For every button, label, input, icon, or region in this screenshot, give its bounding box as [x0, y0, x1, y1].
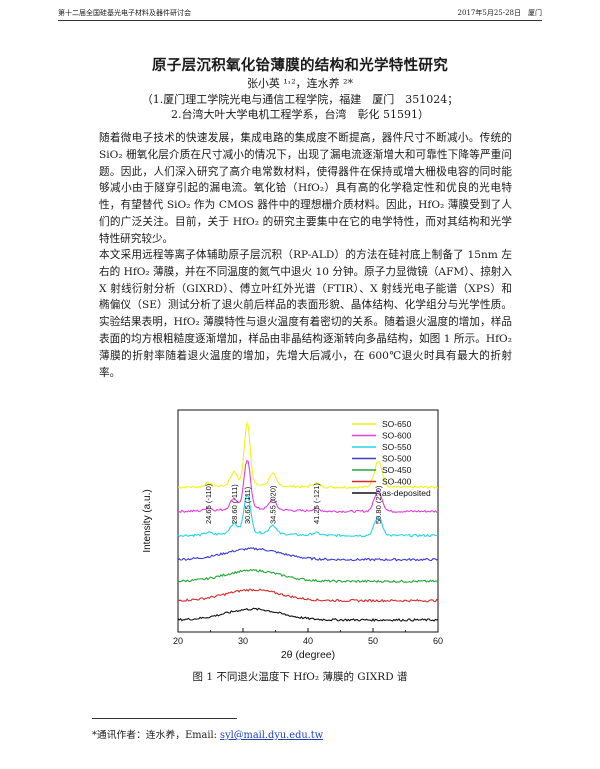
figure-caption: 图 1 不同退火温度下 HfO₂ 薄膜的 GIXRD 谱 — [192, 671, 408, 683]
x-tick-label: 60 — [433, 636, 443, 646]
legend-entry: SO-450 — [382, 465, 412, 475]
affiliation-2: 2.台湾大叶大学电机工程学系，台湾 彰化 51591） — [171, 108, 429, 121]
series-line-so-500 — [177, 547, 439, 562]
legend-entry: SO-600 — [382, 431, 412, 441]
series-line-so-400 — [177, 588, 439, 603]
running-head-date: 2017年5月25-28日 厦门 — [457, 9, 542, 17]
paper-title: 原子层沉积氧化铪薄膜的结构和光学特性研究 — [152, 57, 448, 74]
footnote-label: *通讯作者：连水养，Email: — [92, 730, 221, 741]
legend-entry: SO-650 — [382, 419, 412, 429]
series-line-so-650 — [177, 421, 438, 490]
y-axis-label: Intensity (a.u.) — [142, 489, 153, 552]
peak-label: 41.25 (-121) — [312, 483, 321, 524]
series-line-so-450 — [177, 568, 439, 584]
peak-label: 24.65 (-110) — [204, 483, 213, 524]
x-tick-label: 50 — [368, 636, 378, 646]
author-line: 张小英 ¹˒²，连水养 ²* — [246, 77, 354, 90]
peak-label: 50.80 (220) — [374, 485, 383, 524]
gixrd-chart: 24.65 (-110) 28.60 (-111) 30.65 (111) 34.55… — [142, 409, 443, 660]
series-line-so-600 — [177, 459, 439, 514]
footnote: *通讯作者：连水养，Email: syl@mail.dyu.edu.tw — [92, 727, 323, 741]
running-head-conference: 第十二届全国硅基光电子材料及器件研讨会 — [58, 9, 191, 17]
affiliation-1: （1.厦门理工学院光电与通信工程学院，福建 厦门 351024； — [141, 93, 459, 106]
x-tick-layer: 20 30 40 50 60 — [173, 628, 443, 646]
legend-entry: SO-400 — [382, 477, 412, 487]
peak-label: 28.60 (-111) — [230, 484, 239, 524]
series-line-so-550 — [177, 494, 439, 538]
peak-annotation-layer: 24.65 (-110) 28.60 (-111) 30.65 (111) 34.55… — [204, 483, 383, 524]
series-line-as-deposited — [177, 607, 439, 622]
legend-entry: as-deposited — [382, 488, 431, 498]
x-tick-label: 20 — [173, 636, 183, 646]
peak-label: 30.65 (111) — [243, 486, 252, 524]
legend-entry: SO-500 — [382, 454, 412, 464]
x-tick-label: 30 — [238, 636, 248, 646]
x-tick-label: 40 — [303, 636, 313, 646]
x-axis-label: 2θ (degree) — [281, 649, 335, 660]
body-paragraph-2: 本文采用远程等离子体辅助原子层沉积（RP-ALD）的方法在硅衬底上制备了 15n… — [99, 249, 512, 379]
series-layer — [177, 421, 439, 622]
peak-label: 34.55 (020) — [269, 485, 278, 524]
email-link[interactable]: syl@mail.dyu.edu.tw — [220, 730, 324, 741]
footnote-rule — [92, 718, 237, 719]
gixrd-figure: 24.65 (-110) 28.60 (-111) 30.65 (111) 34.55… — [130, 402, 450, 660]
body-paragraph-1: 随着微电子技术的快速发展，集成电路的集成度不断提高，器件尺寸不断减小。传统的 S… — [99, 132, 512, 245]
header-rule — [58, 20, 542, 21]
running-head: 第十二届全国硅基光电子材料及器件研讨会 2017年5月25-28日 厦门 — [58, 6, 542, 20]
legend-entry: SO-550 — [382, 442, 412, 452]
